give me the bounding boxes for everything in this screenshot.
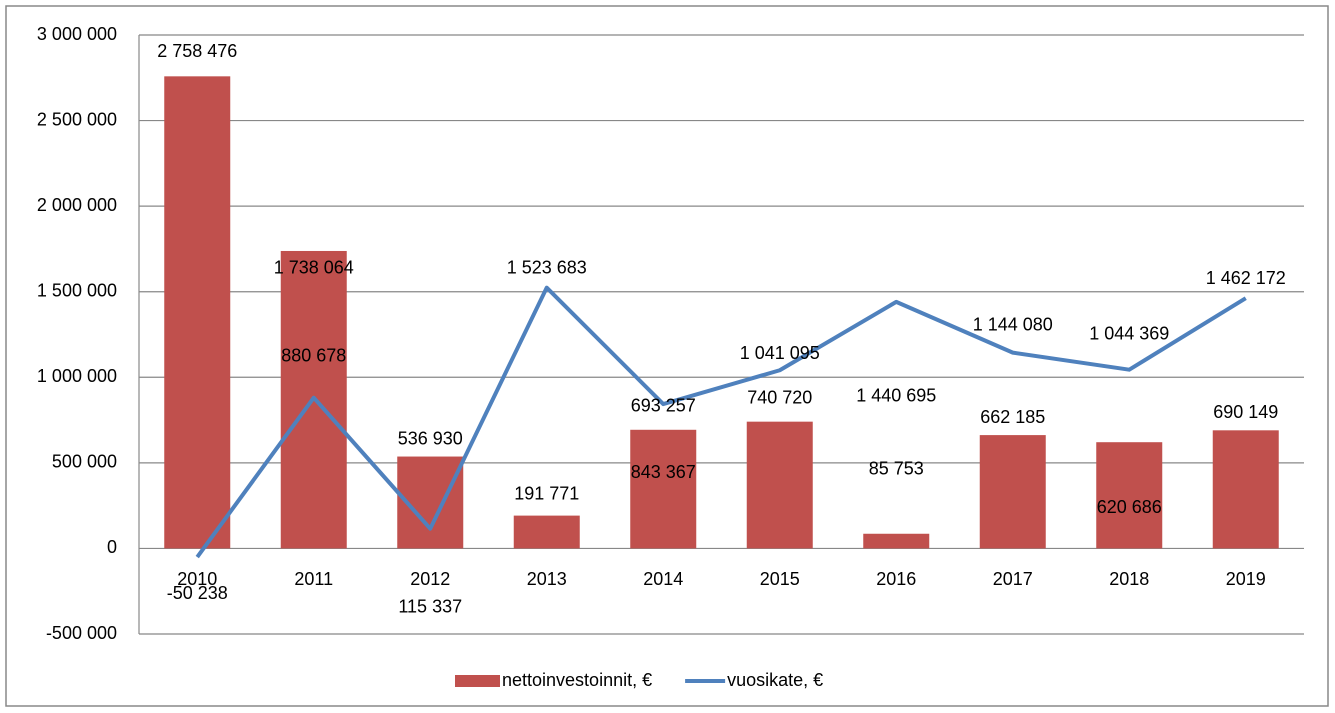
y-tick-label: 1 000 000 — [37, 366, 117, 386]
x-tick-label: 2016 — [876, 569, 916, 589]
data-label: 1 738 064 — [274, 258, 354, 278]
x-tick-label: 2018 — [1109, 569, 1149, 589]
bar — [164, 76, 231, 549]
data-label: 536 930 — [398, 428, 463, 448]
data-label: 115 337 — [398, 596, 462, 616]
data-label: 843 367 — [631, 462, 696, 482]
y-tick-label: 500 000 — [52, 452, 117, 472]
legend-label: nettoinvestoinnit, € — [502, 670, 652, 690]
data-label: 2 758 476 — [157, 41, 237, 61]
y-tick-label: 2 500 000 — [37, 109, 117, 129]
data-label: 1 440 695 — [856, 386, 936, 406]
x-tick-label: 2017 — [993, 569, 1033, 589]
bar — [863, 533, 930, 549]
y-tick-label: -500 000 — [46, 623, 117, 643]
y-tick-label: 0 — [107, 537, 117, 557]
x-tick-label: 2013 — [527, 569, 567, 589]
data-label: 1 041 095 — [740, 343, 820, 363]
data-label: 85 753 — [869, 459, 924, 479]
data-label: 1 523 683 — [507, 257, 587, 277]
data-label: 690 149 — [1213, 402, 1278, 422]
data-label: -50 238 — [167, 583, 228, 603]
data-label: 1 044 369 — [1089, 323, 1169, 343]
bar — [1096, 442, 1163, 549]
x-tick-label: 2015 — [760, 569, 800, 589]
data-label: 191 771 — [514, 483, 579, 503]
y-tick-label: 2 000 000 — [37, 195, 117, 215]
legend-label: vuosikate, € — [727, 670, 823, 690]
line — [195, 285, 1247, 559]
x-tick-label: 2014 — [643, 569, 683, 589]
data-label: 620 686 — [1097, 497, 1162, 517]
data-label: 693 257 — [631, 396, 696, 416]
legend-swatch — [455, 675, 500, 687]
x-tick-label: 2010 — [177, 569, 217, 589]
data-label: 740 720 — [747, 387, 812, 407]
data-label: 1 144 080 — [973, 314, 1053, 334]
x-tick-label: 2012 — [410, 569, 450, 589]
data-label: 662 185 — [980, 407, 1045, 427]
y-tick-label: 1 500 000 — [37, 280, 117, 300]
data-label: 880 678 — [281, 345, 346, 365]
bar — [979, 435, 1046, 549]
bar — [513, 515, 580, 549]
bar — [630, 429, 697, 549]
x-tick-label: 2019 — [1226, 569, 1266, 589]
bar — [746, 421, 813, 549]
data-label: 1 462 172 — [1206, 268, 1286, 288]
y-tick-label: 3 000 000 — [37, 24, 117, 44]
bar — [1212, 430, 1279, 549]
x-tick-label: 2011 — [294, 569, 333, 589]
